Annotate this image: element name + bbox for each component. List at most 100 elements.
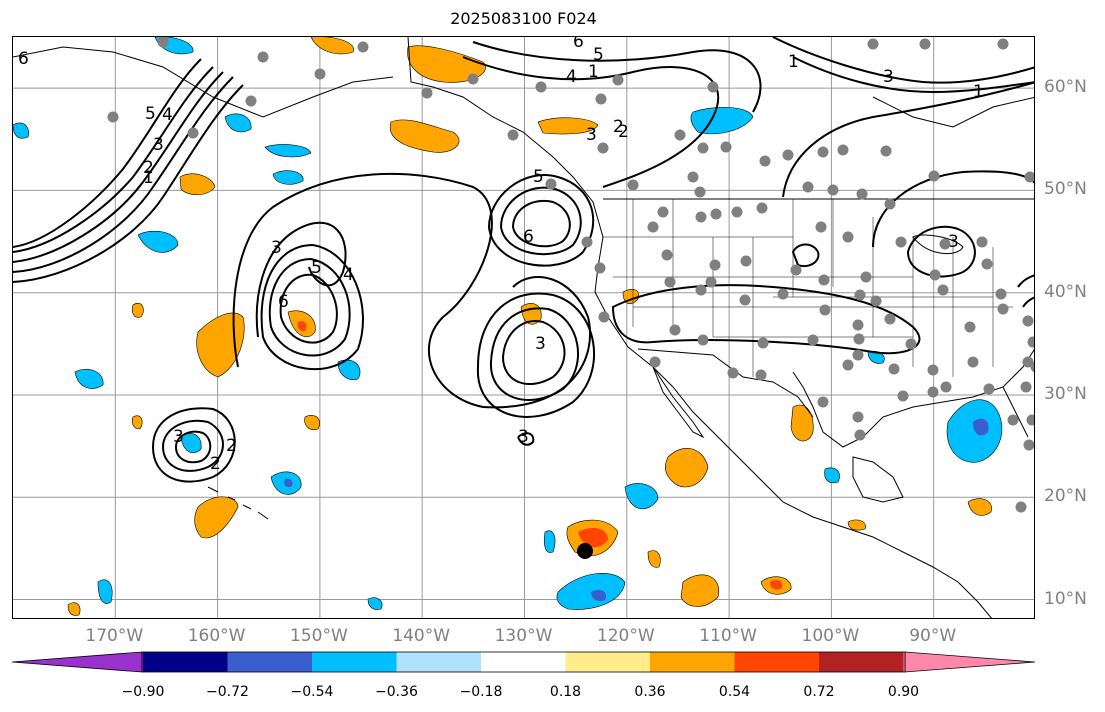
- latitude-label: 60°N: [1044, 77, 1087, 98]
- contour-label: 6: [278, 292, 289, 312]
- station-marker: [694, 186, 706, 198]
- contour-line: [487, 174, 595, 267]
- latitude-label: 10°N: [1044, 588, 1087, 609]
- positive-anomaly-area: [847, 519, 866, 531]
- station-marker: [755, 369, 767, 381]
- colorbar-tick-label: −0.36: [375, 684, 418, 700]
- longitude-label: 100°W: [801, 626, 860, 646]
- station-markers: [107, 37, 1034, 513]
- station-marker: [1015, 501, 1027, 513]
- colorbar-tick-label: 0.36: [634, 684, 666, 700]
- colorbar-tick-label: −0.54: [290, 684, 334, 700]
- shaded-fields: [13, 37, 1003, 616]
- station-marker: [581, 236, 593, 248]
- station-marker: [852, 349, 864, 361]
- contour-line: [792, 56, 1034, 94]
- contour-line: [1017, 274, 1034, 308]
- colorbar-segment: [312, 652, 397, 672]
- station-marker: [1026, 414, 1034, 426]
- negative-anomaly-area: [272, 170, 304, 185]
- negative-anomaly-area: [224, 113, 252, 133]
- station-marker: [870, 295, 882, 307]
- station-marker: [647, 221, 659, 233]
- colorbar-segment: [142, 652, 143, 672]
- station-marker: [664, 276, 676, 288]
- contour-line: [772, 37, 1034, 84]
- contour-label: 4: [162, 105, 173, 125]
- station-marker: [1023, 439, 1034, 451]
- state-borders: [603, 199, 1013, 377]
- contour-label: 1: [588, 62, 599, 82]
- contour-label: 3: [948, 232, 959, 252]
- negative-anomaly-area: [367, 597, 383, 610]
- contour-line: [611, 284, 921, 355]
- station-marker: [842, 359, 854, 371]
- contour-label: 1: [143, 168, 154, 188]
- station-marker: [710, 208, 722, 220]
- strong-positive-area: [297, 321, 307, 332]
- hawaii-islands: [207, 486, 269, 520]
- contour-line: [13, 66, 214, 253]
- positive-anomaly-area: [389, 119, 460, 153]
- hudson-bay-coast: [872, 96, 1034, 128]
- contour-line: [517, 432, 535, 446]
- contour-line: [13, 58, 202, 248]
- station-marker: [612, 74, 624, 86]
- contour-line: [13, 84, 244, 283]
- contour-line: [791, 243, 820, 268]
- station-marker: [897, 390, 909, 402]
- colorbar-tick-label: 0.18: [549, 684, 582, 700]
- colorbar-segment: [481, 652, 566, 672]
- contour-line: [268, 257, 351, 357]
- station-marker: [1027, 336, 1034, 348]
- station-marker: [827, 184, 839, 196]
- station-marker: [853, 333, 865, 345]
- station-marker: [314, 68, 326, 80]
- longitude-label: 150°W: [290, 626, 348, 646]
- station-marker: [997, 303, 1009, 315]
- station-marker: [782, 149, 794, 161]
- colorbar-segment: [227, 652, 312, 672]
- positive-anomaly-area: [304, 415, 320, 430]
- station-marker: [815, 221, 827, 233]
- longitude-label: 120°W: [596, 626, 655, 646]
- station-marker: [674, 129, 686, 141]
- station-marker: [967, 356, 979, 368]
- station-marker: [981, 258, 993, 270]
- negative-anomaly-area: [97, 579, 113, 604]
- station-marker: [1022, 356, 1034, 368]
- positive-anomaly-area: [407, 45, 486, 83]
- station-marker: [507, 129, 519, 141]
- station-marker: [802, 181, 814, 193]
- positive-anomaly-area: [194, 496, 239, 539]
- colorbar-segment: [143, 652, 228, 672]
- station-marker: [819, 304, 831, 316]
- colorbar-segment: [734, 652, 819, 672]
- station-marker: [598, 311, 610, 323]
- longitude-label: 130°W: [494, 626, 553, 646]
- contour-label: 3: [271, 238, 282, 258]
- station-marker: [995, 288, 1007, 300]
- colorbar-tick-label: −0.90: [121, 684, 165, 700]
- colorbar-segment: [396, 652, 481, 672]
- station-marker: [856, 188, 868, 200]
- station-marker: [661, 249, 673, 261]
- station-marker: [245, 95, 257, 107]
- colorbar-tick-label: 0.90: [887, 684, 920, 700]
- colorbar-tick-label: 0.72: [803, 684, 835, 700]
- station-marker: [854, 429, 866, 441]
- station-marker: [357, 41, 369, 53]
- station-marker: [884, 313, 896, 325]
- contour-label: 5: [593, 45, 604, 65]
- station-marker: [939, 238, 951, 250]
- contour-label: 2: [210, 454, 221, 474]
- contour-line: [489, 307, 579, 401]
- station-marker: [695, 211, 707, 223]
- station-marker: [905, 338, 917, 350]
- station-marker: [1022, 315, 1034, 327]
- latitude-label: 20°N: [1044, 486, 1087, 507]
- station-marker: [817, 396, 829, 408]
- station-marker: [790, 264, 802, 276]
- colorbar-tick-label: −0.18: [459, 684, 503, 700]
- negative-anomaly-area: [824, 467, 840, 484]
